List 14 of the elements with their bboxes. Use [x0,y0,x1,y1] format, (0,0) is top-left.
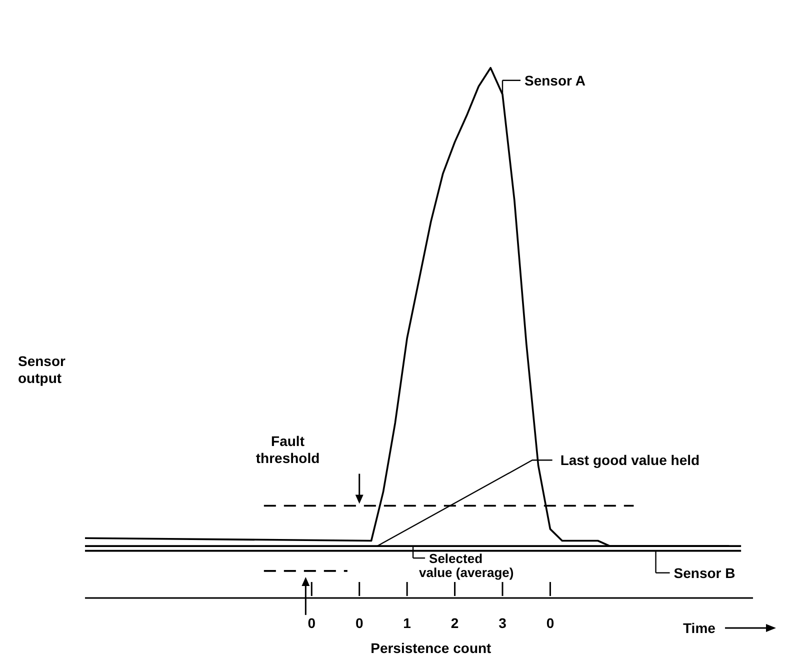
x-tick-label: 3 [498,615,507,631]
legend-label: Sensor A [524,72,586,88]
x-tick-label: 2 [450,615,459,631]
x-tick-label: 0 [308,615,316,631]
x-tick-label: 1 [403,615,412,631]
annotation: Fault threshold [256,432,320,466]
x-tick-label: 0 [546,615,554,631]
x-axis-title: Persistence count [370,640,492,656]
legend-label: Sensor B [674,564,736,581]
x-tick-label: 0 [355,615,364,631]
text: Time [683,620,716,636]
annotation: Last good value held [560,452,700,468]
legend-label: Selected value (average) [419,551,514,580]
y-axis-title: Sensor output [18,353,66,386]
